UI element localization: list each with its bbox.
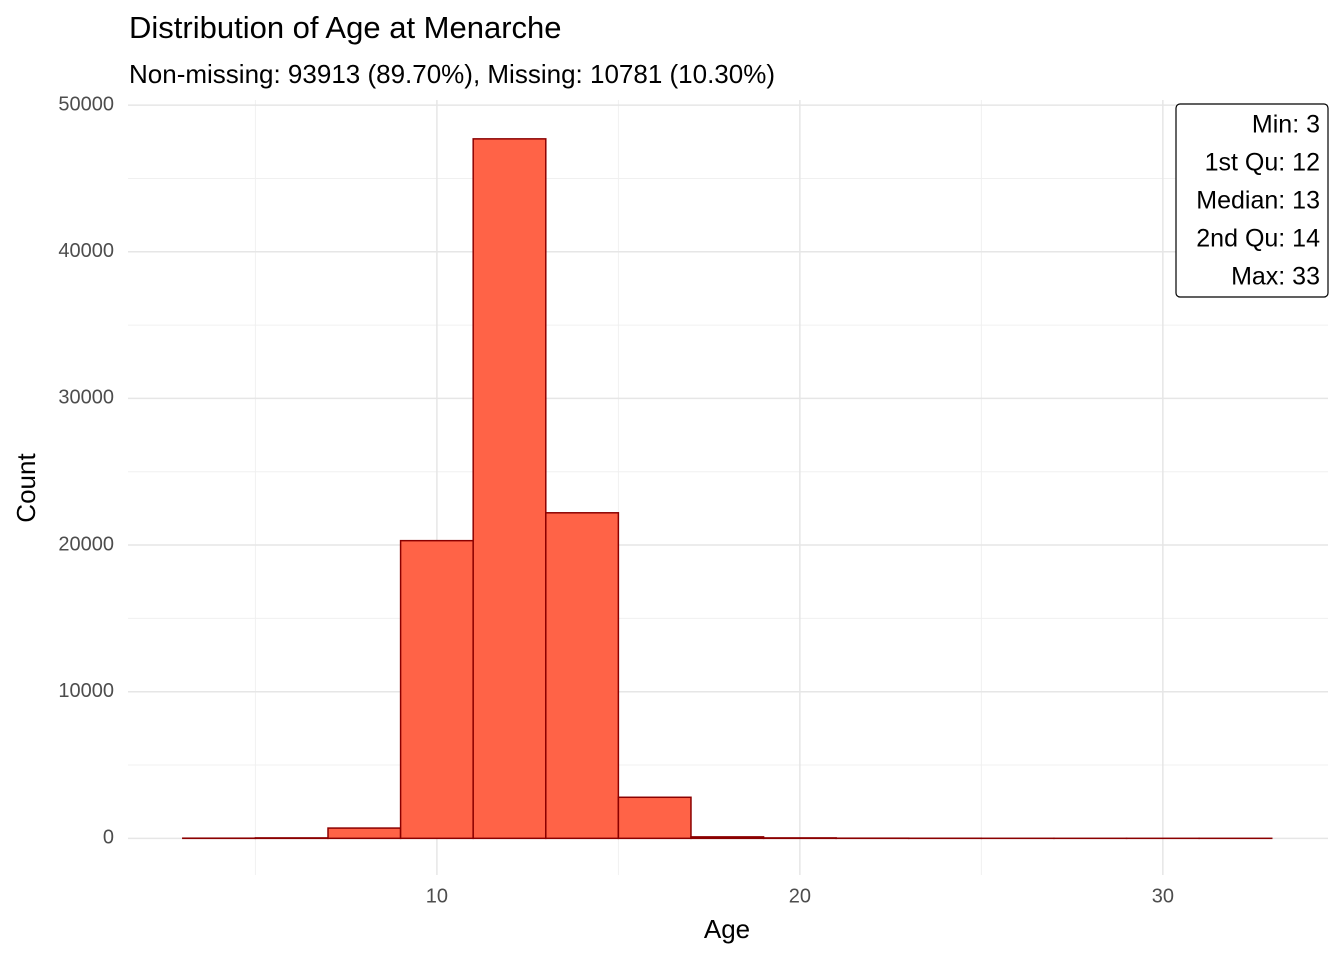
- stats-line: Max: 33: [1231, 263, 1320, 291]
- y-tick-label: 40000: [58, 240, 114, 262]
- stats-line: Median: 13: [1196, 187, 1320, 215]
- stats-line: 1st Qu: 12: [1205, 149, 1320, 177]
- stats-line: Min: 3: [1252, 111, 1320, 139]
- bar: [472, 138, 547, 840]
- stats-border: [1175, 103, 1329, 298]
- x-tick-label: 20: [789, 885, 811, 907]
- bar: [690, 836, 765, 840]
- y-tick-label: 20000: [58, 533, 114, 555]
- bar: [545, 512, 620, 840]
- bar: [617, 796, 692, 840]
- y-tick-label: 0: [103, 827, 114, 849]
- bar: [327, 827, 402, 840]
- x-tick-label: 30: [1152, 885, 1174, 907]
- y-tick-label: 30000: [58, 387, 114, 409]
- bars: [182, 138, 1273, 840]
- bar: [399, 539, 474, 840]
- stats-line: 2nd Qu: 14: [1196, 225, 1320, 253]
- grid: [128, 100, 1328, 875]
- y-tick-label: 50000: [58, 93, 114, 115]
- chart-title: Distribution of Age at Menarche: [129, 10, 562, 45]
- x-tick-label: 10: [426, 885, 448, 907]
- y-axis-title: Count: [11, 453, 41, 523]
- chart-subtitle: Non-missing: 93913 (89.70%), Missing: 10…: [129, 59, 775, 89]
- y-tick-label: 10000: [58, 680, 114, 702]
- x-axis-title: Age: [704, 914, 750, 944]
- stats-box: Min: 3 1st Qu: 12 Median: 13 2nd Qu: 14 Max:…: [1175, 103, 1329, 298]
